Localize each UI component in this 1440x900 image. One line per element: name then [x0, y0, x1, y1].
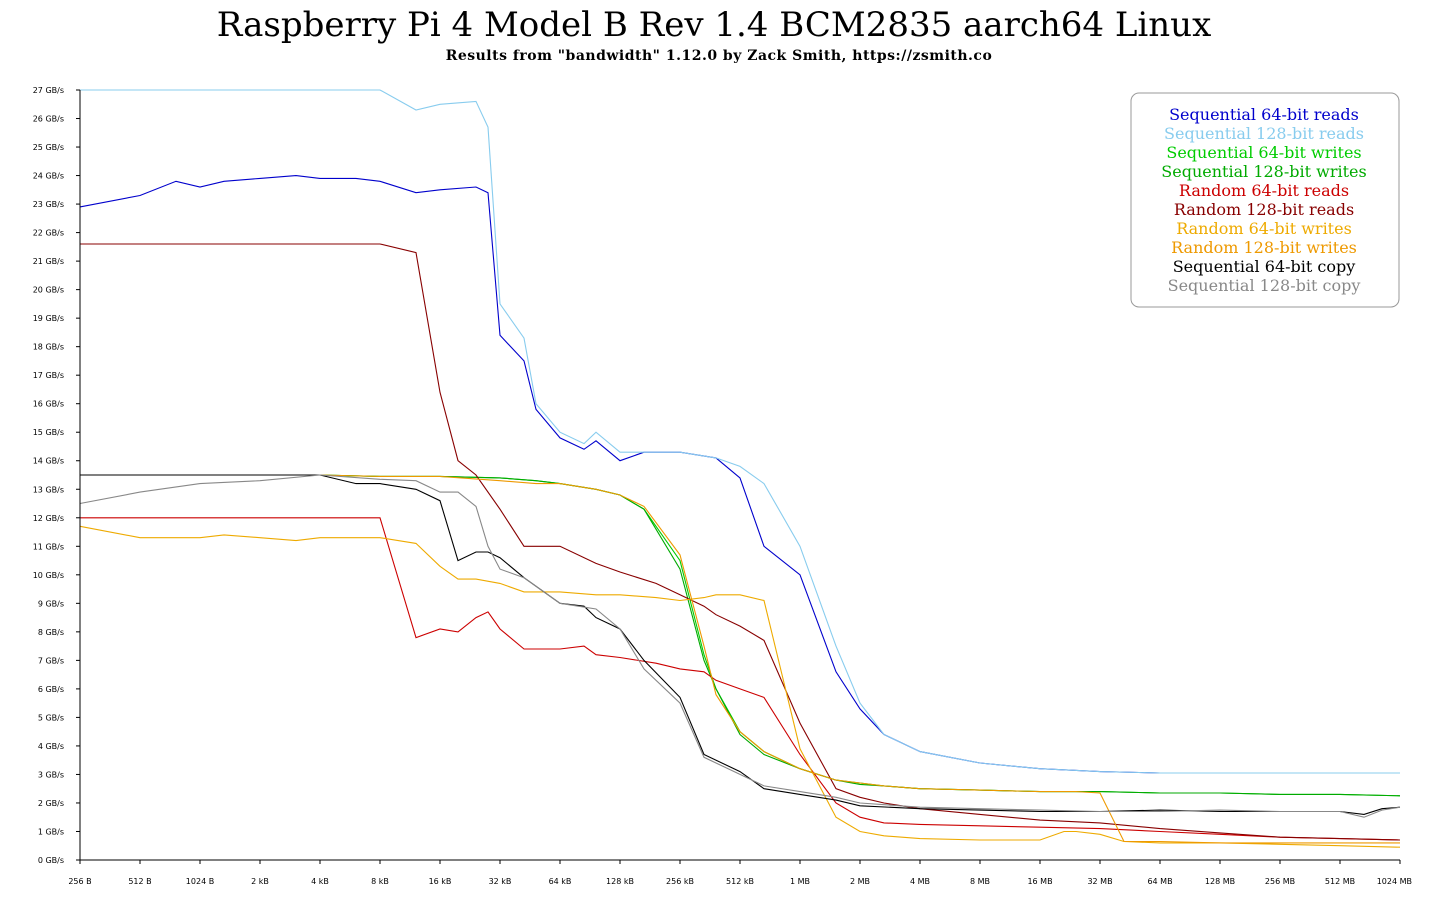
x-tick-label: 16 MB	[1027, 877, 1052, 886]
series-line-4	[80, 474, 1401, 797]
series-line-8	[80, 474, 1400, 844]
y-tick-label: 18 GB/s	[33, 343, 64, 352]
legend-entry: Random 128-bit reads	[1174, 200, 1354, 219]
x-tick-label: 8 kB	[371, 877, 389, 886]
x-tick-label: 4 MB	[910, 877, 930, 886]
series-line-2	[80, 89, 1400, 774]
legend-entry: Sequential 64-bit reads	[1169, 105, 1359, 124]
axis-ticks: 0 GB/s 1 GB/s 2 GB/s 3 GB/s 4 GB/s 5 GB/s 6 GB…	[33, 86, 1412, 886]
x-tick-label: 1 MB	[790, 877, 810, 886]
y-tick-label: 17 GB/s	[33, 371, 64, 380]
x-tick-label: 512 B	[128, 877, 151, 886]
x-tick-label: 2 MB	[850, 877, 870, 886]
legend-entry: Random 64-bit reads	[1179, 181, 1349, 200]
series-line-7	[79, 525, 1401, 848]
y-tick-label: 27 GB/s	[33, 86, 64, 95]
legend-entry: Sequential 128-bit copy	[1168, 276, 1361, 295]
x-tick-label: 128 MB	[1205, 877, 1235, 886]
legend-entry: Random 128-bit writes	[1171, 238, 1357, 257]
y-tick-label: 23 GB/s	[33, 200, 64, 209]
x-tick-label: 512 kB	[726, 877, 754, 886]
y-tick-label: 5 GB/s	[38, 713, 64, 722]
series-line-10	[79, 474, 1401, 818]
series-line-6	[80, 243, 1401, 841]
y-tick-label: 4 GB/s	[38, 742, 64, 751]
x-tick-label: 16 kB	[429, 877, 452, 886]
y-tick-label: 7 GB/s	[38, 656, 64, 665]
x-tick-label: 32 MB	[1087, 877, 1112, 886]
y-tick-label: 19 GB/s	[33, 314, 64, 323]
legend-entry: Sequential 128-bit reads	[1164, 124, 1364, 143]
y-tick-label: 6 GB/s	[38, 685, 64, 694]
y-tick-label: 14 GB/s	[33, 457, 64, 466]
y-tick-label: 3 GB/s	[38, 770, 64, 779]
x-tick-label: 4 kB	[311, 877, 329, 886]
series-line-5	[80, 517, 1401, 841]
x-tick-label: 128 kB	[606, 877, 634, 886]
series-lines	[79, 89, 1401, 848]
x-tick-label: 1024 MB	[1377, 877, 1412, 886]
y-tick-label: 12 GB/s	[33, 514, 64, 523]
y-tick-label: 9 GB/s	[38, 599, 64, 608]
x-tick-label: 1024 B	[186, 877, 214, 886]
y-tick-label: 11 GB/s	[33, 542, 64, 551]
y-tick-label: 16 GB/s	[33, 400, 64, 409]
y-tick-label: 8 GB/s	[38, 628, 64, 637]
x-tick-label: 512 MB	[1325, 877, 1355, 886]
y-tick-label: 10 GB/s	[33, 571, 64, 580]
chart-title: Raspberry Pi 4 Model B Rev 1.4 BCM2835 a…	[217, 5, 1212, 45]
y-tick-label: 13 GB/s	[33, 485, 64, 494]
legend-entry: Sequential 64-bit writes	[1166, 143, 1361, 162]
legend-entry: Sequential 64-bit copy	[1173, 257, 1356, 276]
y-tick-label: 24 GB/s	[33, 172, 64, 181]
y-tick-label: 25 GB/s	[33, 143, 64, 152]
series-line-9	[80, 474, 1401, 815]
legend-box	[1130, 92, 1400, 308]
y-tick-label: 21 GB/s	[33, 257, 64, 266]
series-line-3	[80, 474, 1401, 797]
y-tick-label: 1 GB/s	[38, 827, 64, 836]
y-tick-label: 26 GB/s	[33, 115, 64, 124]
y-tick-label: 0 GB/s	[38, 856, 64, 865]
y-tick-label: 15 GB/s	[33, 428, 64, 437]
chart-subtitle: Results from "bandwidth" 1.12.0 by Zack …	[446, 48, 993, 64]
legend-entry: Random 64-bit writes	[1176, 219, 1352, 238]
x-tick-label: 32 kB	[489, 877, 512, 886]
x-tick-label: 256 B	[68, 877, 91, 886]
x-tick-label: 8 MB	[970, 877, 990, 886]
x-tick-label: 256 MB	[1265, 877, 1295, 886]
y-tick-label: 2 GB/s	[38, 799, 64, 808]
x-tick-label: 64 kB	[549, 877, 572, 886]
x-tick-label: 64 MB	[1147, 877, 1172, 886]
legend-entry: Sequential 128-bit writes	[1161, 162, 1366, 181]
y-tick-label: 20 GB/s	[33, 286, 64, 295]
x-tick-label: 256 kB	[666, 877, 694, 886]
x-tick-label: 2 kB	[251, 877, 269, 886]
y-tick-label: 22 GB/s	[33, 229, 64, 238]
